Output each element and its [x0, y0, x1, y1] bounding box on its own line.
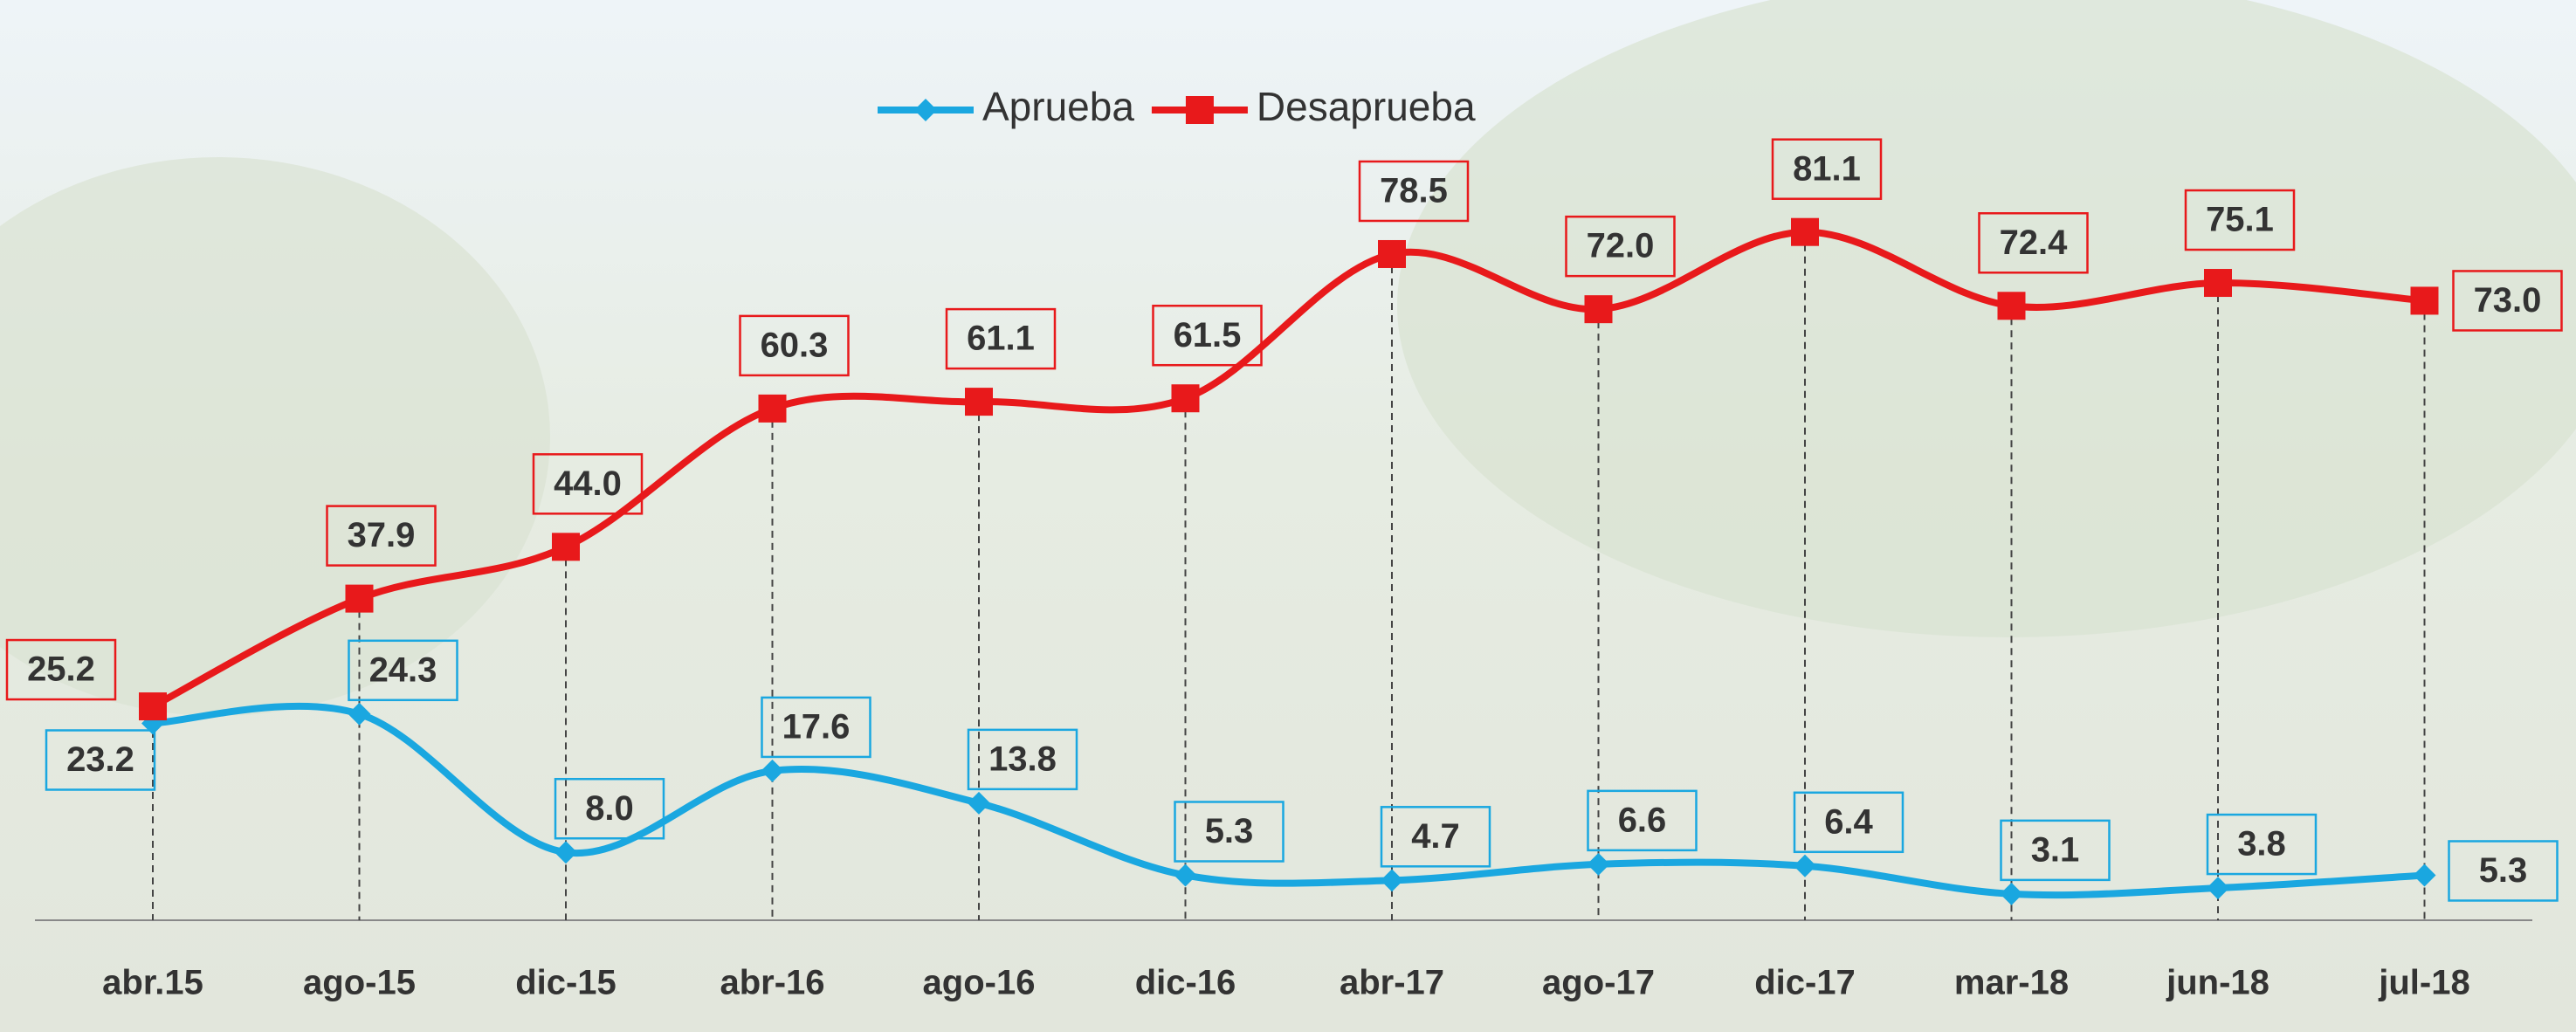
- point-marker: [759, 395, 787, 423]
- data-label: 61.5: [1174, 316, 1242, 354]
- x-tick-label: abr.15: [102, 964, 203, 1002]
- data-label: 6.4: [1824, 802, 1873, 841]
- data-label: 73.0: [2474, 281, 2542, 320]
- point-marker: [2411, 286, 2439, 314]
- legend-marker: [1186, 96, 1214, 124]
- x-tick-label: ago-16: [923, 964, 1036, 1002]
- point-marker: [1378, 240, 1406, 268]
- data-label: 44.0: [554, 464, 622, 503]
- x-tick-label: ago-15: [303, 964, 416, 1002]
- point-marker: [1172, 384, 1200, 412]
- data-label: 23.2: [66, 740, 134, 779]
- x-tick-label: dic-15: [515, 964, 616, 1002]
- x-tick-label: ago-17: [1542, 964, 1655, 1002]
- data-label: 5.3: [2479, 851, 2528, 890]
- point-marker: [1585, 295, 1613, 323]
- data-label: 78.5: [1380, 172, 1448, 210]
- data-label: 81.1: [1793, 149, 1861, 188]
- point-marker: [346, 585, 374, 613]
- data-label: 17.6: [782, 707, 851, 746]
- data-label: 8.0: [585, 789, 634, 828]
- point-marker: [552, 533, 580, 561]
- data-label: 3.8: [2237, 825, 2286, 863]
- x-tick-label: jun-18: [2166, 964, 2269, 1002]
- x-tick-label: dic-17: [1754, 964, 1856, 1002]
- data-label: 75.1: [2206, 201, 2274, 239]
- data-label: 25.2: [27, 650, 95, 689]
- data-label: 24.3: [369, 650, 437, 689]
- data-label: 37.9: [348, 516, 416, 554]
- point-marker: [139, 692, 167, 720]
- x-tick-label: abr-17: [1340, 964, 1444, 1002]
- data-label: 72.4: [2000, 224, 2069, 262]
- point-marker: [2204, 269, 2232, 297]
- point-marker: [1998, 292, 2026, 320]
- data-label: 60.3: [761, 326, 829, 364]
- legend-label: Desaprueba: [1257, 84, 1476, 129]
- data-label: 6.6: [1618, 801, 1667, 839]
- x-tick-label: jul-18: [2378, 964, 2469, 1002]
- legend-label: Aprueba: [982, 84, 1134, 129]
- data-label: 4.7: [1411, 817, 1460, 856]
- x-tick-label: abr-16: [720, 964, 824, 1002]
- point-marker: [1791, 218, 1819, 246]
- data-label: 5.3: [1205, 812, 1254, 850]
- data-label: 3.1: [2031, 830, 2080, 869]
- data-label: 72.0: [1587, 227, 1655, 265]
- point-marker: [965, 388, 993, 416]
- chart: abr.15 ago-15 dic-15 abr-16 ago-16 dic-16 abr-…: [0, 0, 2576, 1032]
- x-tick-label: mar-18: [1954, 964, 2069, 1002]
- data-label: 13.8: [988, 740, 1057, 778]
- x-tick-label: dic-16: [1135, 964, 1236, 1002]
- data-label: 61.1: [967, 320, 1035, 358]
